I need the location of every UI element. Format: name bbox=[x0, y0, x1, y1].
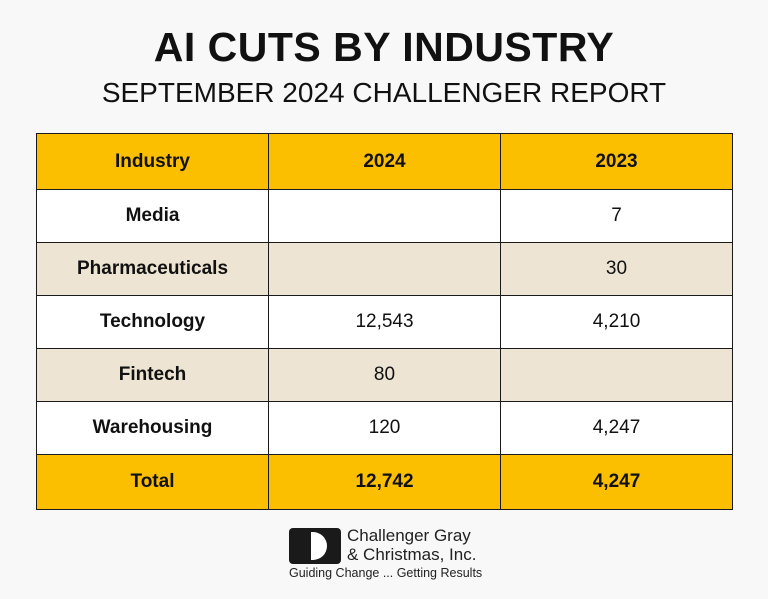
value-2023-cell: 4,247 bbox=[500, 401, 733, 455]
page-subtitle: SEPTEMBER 2024 CHALLENGER REPORT bbox=[101, 77, 667, 108]
value-2023-cell: 4,210 bbox=[500, 295, 733, 349]
company-logo: Challenger Gray & Christmas, Inc. Guidin… bbox=[289, 524, 489, 584]
table-header-row: Industry 2024 2023 bbox=[36, 133, 733, 190]
challenger-logo-icon bbox=[289, 528, 341, 564]
table-row: Warehousing 120 4,247 bbox=[36, 401, 733, 455]
industry-cell: Fintech bbox=[36, 348, 269, 402]
value-2023-cell bbox=[500, 348, 733, 402]
table-row: Technology 12,543 4,210 bbox=[36, 295, 733, 349]
value-2024-cell: 12,543 bbox=[268, 295, 501, 349]
industry-cell: Technology bbox=[36, 295, 269, 349]
column-header-industry: Industry bbox=[36, 133, 269, 190]
table-row: Media 7 bbox=[36, 189, 733, 243]
page-title: AI CUTS BY INDUSTRY bbox=[153, 24, 615, 70]
table-row: Pharmaceuticals 30 bbox=[36, 242, 733, 296]
table-total-row: Total 12,742 4,247 bbox=[36, 454, 733, 510]
value-2023-cell: 30 bbox=[500, 242, 733, 296]
column-header-2023: 2023 bbox=[500, 133, 733, 190]
industry-cell: Pharmaceuticals bbox=[36, 242, 269, 296]
table-body: Media 7 Pharmaceuticals 30 Technology 12,543 4… bbox=[36, 189, 733, 455]
industry-cell: Media bbox=[36, 189, 269, 243]
value-2023-cell: 7 bbox=[500, 189, 733, 243]
column-header-2024: 2024 bbox=[268, 133, 501, 190]
value-2024-cell bbox=[268, 189, 501, 243]
logo-company-name-line2: & Christmas, Inc. bbox=[347, 545, 477, 564]
value-2024-cell: 80 bbox=[268, 348, 501, 402]
total-label-cell: Total bbox=[36, 454, 269, 510]
value-2024-cell: 120 bbox=[268, 401, 501, 455]
industry-cell: Warehousing bbox=[36, 401, 269, 455]
total-2024-cell: 12,742 bbox=[268, 454, 501, 510]
logo-tagline: Guiding Change ... Getting Results bbox=[289, 566, 483, 580]
total-2023-cell: 4,247 bbox=[500, 454, 733, 510]
ai-cuts-table: Industry 2024 2023 Media 7 Pharmaceuticals… bbox=[36, 133, 733, 510]
logo-company-name-line1: Challenger Gray bbox=[347, 526, 471, 545]
value-2024-cell bbox=[268, 242, 501, 296]
table-row: Fintech 80 bbox=[36, 348, 733, 402]
